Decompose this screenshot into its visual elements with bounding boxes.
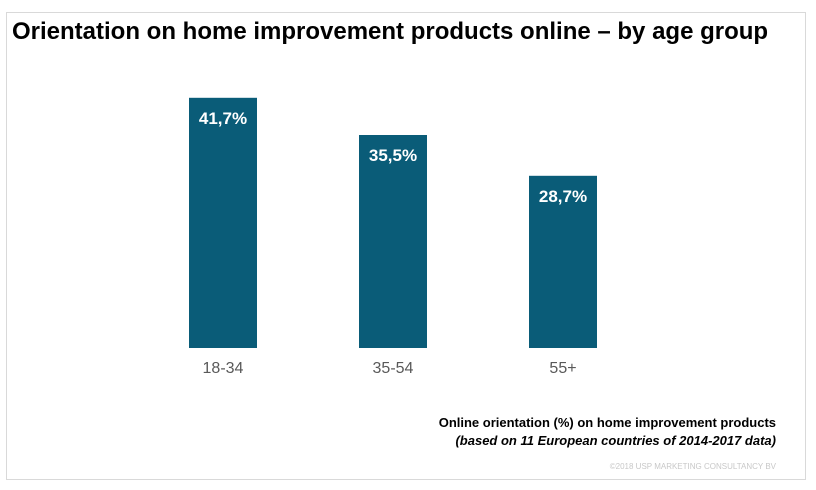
category-label-18-34: 18-34 bbox=[203, 360, 244, 377]
copyright-text: ©2018 USP MARKETING CONSULTANCY BV bbox=[609, 462, 776, 471]
bar-55+ bbox=[529, 175, 597, 348]
chart-note: Online orientation (%) on home improveme… bbox=[439, 414, 776, 450]
bar-18-34 bbox=[189, 97, 257, 348]
value-label-55+: 28,7% bbox=[539, 187, 587, 206]
category-label-35-54: 35-54 bbox=[373, 360, 414, 377]
note-line-2: (based on 11 European countries of 2014-… bbox=[455, 433, 776, 448]
note-line-1: Online orientation (%) on home improveme… bbox=[438, 415, 776, 430]
value-label-35-54: 35,5% bbox=[369, 146, 417, 165]
chart-title: Orientation on home improvement products… bbox=[12, 18, 769, 45]
bar-35-54 bbox=[359, 135, 427, 348]
value-label-18-34: 41,7% bbox=[199, 109, 247, 128]
category-label-55+: 55+ bbox=[549, 360, 576, 377]
